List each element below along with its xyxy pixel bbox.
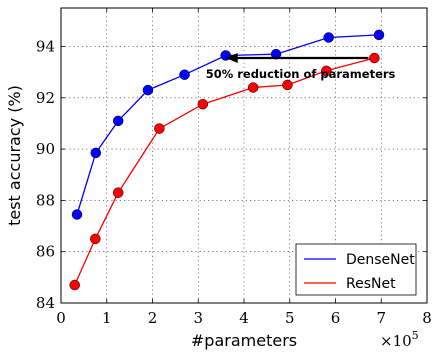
tick-labels: 0 1 2 3 4 5 6 7 8 84 86 88 90 92 94: [36, 37, 432, 327]
y-tick-label: 94: [36, 37, 55, 55]
y-tick-label: 88: [36, 191, 55, 209]
y-axis-label: test accuracy (%): [5, 85, 24, 226]
annotation-text: 50% reduction of parameters: [206, 67, 396, 81]
x-multiplier-base: ×10: [380, 332, 412, 350]
data-point-resnet: [90, 233, 101, 245]
legend-label-resnet: ResNet: [346, 276, 396, 292]
legend-box: [295, 243, 417, 296]
y-tick-label: 92: [36, 89, 55, 107]
x-multiplier-exponent: 5: [412, 329, 419, 342]
grid-lines: [61, 8, 427, 303]
legend: DenseNet ResNet: [295, 243, 417, 296]
data-point-resnet: [321, 65, 332, 77]
y-tick-label: 86: [36, 243, 55, 261]
x-tick-label: 2: [148, 309, 158, 327]
x-tick-label: 0: [56, 309, 66, 327]
y-tick-label: 84: [36, 294, 55, 312]
x-tick-label: 5: [285, 309, 295, 327]
data-point-resnet: [197, 98, 209, 110]
data-point-densenet: [373, 29, 385, 41]
data-point-densenet: [270, 48, 282, 60]
x-tick-label: 7: [376, 309, 386, 327]
legend-label-densenet: DenseNet: [346, 252, 415, 268]
annotation-group: 50% reduction of parameters: [206, 53, 396, 81]
data-point-resnet: [247, 82, 259, 93]
annotation-arrowhead: [225, 53, 238, 64]
data-point-resnet: [69, 279, 80, 291]
x-tick-label: 1: [102, 309, 112, 327]
series-line-densenet: [76, 34, 380, 215]
x-axis-label: #parameters: [191, 331, 297, 350]
x-axis-multiplier: ×105: [380, 329, 419, 350]
ticks: [60, 8, 428, 304]
x-tick-label: 3: [193, 309, 203, 327]
y-tick-label: 90: [36, 140, 55, 158]
data-point-densenet: [323, 32, 334, 43]
data-point-resnet: [282, 79, 293, 91]
x-tick-label: 6: [331, 309, 341, 327]
data-point-densenet: [90, 147, 102, 159]
data-point-resnet: [369, 52, 380, 64]
data-point-densenet: [142, 84, 154, 96]
data-point-densenet: [179, 69, 190, 80]
series-group: [69, 29, 385, 291]
x-tick-label: 8: [422, 309, 432, 327]
data-point-resnet: [112, 187, 124, 198]
x-tick-label: 4: [239, 309, 249, 327]
data-point-resnet: [154, 123, 165, 134]
data-point-densenet: [112, 115, 124, 127]
data-point-densenet: [71, 209, 83, 220]
